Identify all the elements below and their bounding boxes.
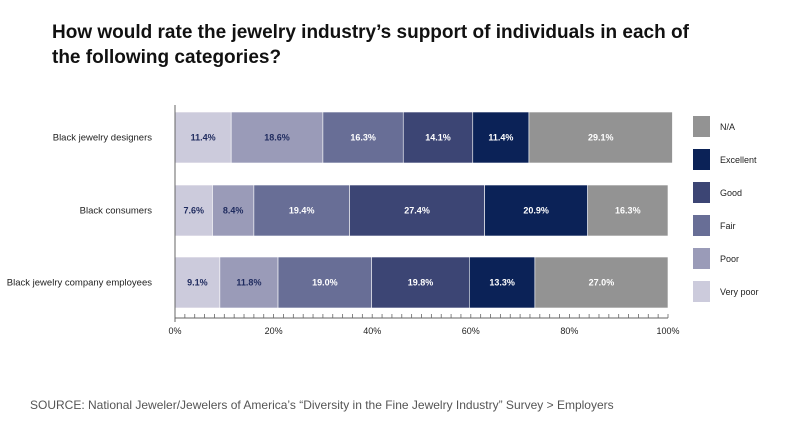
bar-segment: [277, 256, 373, 309]
bar-segment: [528, 111, 673, 164]
x-axis: 0% 20% 40% 60% 80% 100%: [168, 105, 680, 336]
legend-label: Poor: [720, 254, 739, 264]
source-note: SOURCE: National Jeweler/Jewelers of Ame…: [30, 398, 614, 412]
bar-segment: [371, 256, 470, 309]
data-label: 16.3%: [350, 133, 376, 143]
bar-segment: [219, 256, 279, 309]
chart-title: How would rate the jewelry industry’s su…: [52, 22, 689, 68]
data-label: 11.4%: [488, 133, 513, 143]
bar-segment: [587, 184, 669, 237]
category-label: Black jewelry designers: [53, 133, 153, 144]
data-label: 27.4%: [404, 206, 430, 216]
bar-segment: [472, 111, 530, 164]
bar-segment: [174, 256, 221, 309]
x-tick-label: 20%: [265, 326, 283, 336]
data-label: 19.8%: [408, 278, 434, 288]
data-label: 19.4%: [289, 206, 315, 216]
legend-label: Very poor: [720, 287, 759, 297]
data-label: 7.6%: [183, 206, 204, 216]
x-tick-label: 40%: [363, 326, 381, 336]
data-label: 18.6%: [264, 133, 290, 143]
data-label: 29.1%: [588, 133, 614, 143]
x-tick-label: 80%: [560, 326, 578, 336]
x-tick-label: 0%: [168, 326, 181, 336]
legend-swatch: [693, 182, 710, 203]
bar-segment: [174, 111, 232, 164]
legend-label: N/A: [720, 122, 735, 132]
data-label: 13.3%: [489, 278, 515, 288]
legend-swatch: [693, 116, 710, 137]
data-label: 14.1%: [425, 133, 451, 143]
bar-segment: [534, 256, 669, 309]
data-label: 11.8%: [236, 278, 261, 288]
bar-segment: [322, 111, 404, 164]
bar-segment: [402, 111, 474, 164]
data-label: 9.1%: [187, 278, 208, 288]
bar-segment: [174, 184, 213, 237]
bar-segment: [484, 184, 588, 237]
bar-segment: [212, 184, 255, 237]
bar-segment: [253, 184, 350, 237]
legend-label: Good: [720, 188, 742, 198]
legend-swatch: [693, 149, 710, 170]
data-label: 20.9%: [523, 206, 549, 216]
data-label: 19.0%: [312, 278, 338, 288]
x-tick-label: 60%: [462, 326, 480, 336]
data-label: 11.4%: [191, 133, 216, 143]
data-label: 27.0%: [589, 278, 615, 288]
x-tick-label: 100%: [656, 326, 679, 336]
bar-segment: [469, 256, 536, 309]
category-label: Black consumers: [80, 206, 153, 217]
legend-label: Excellent: [720, 155, 757, 165]
legend-swatch: [693, 215, 710, 236]
legend-label: Fair: [720, 221, 736, 231]
bars-group: Black jewelry designers 11.4% 18.6% 16.3% 14…: [7, 111, 673, 309]
category-label: Black jewelry company employees: [7, 278, 152, 289]
legend-swatch: [693, 248, 710, 269]
legend: N/A Excellent Good Fair Poor Very poor: [693, 116, 759, 302]
bar-segment: [349, 184, 485, 237]
data-label: 16.3%: [615, 206, 641, 216]
legend-swatch: [693, 281, 710, 302]
data-label: 8.4%: [223, 206, 244, 216]
